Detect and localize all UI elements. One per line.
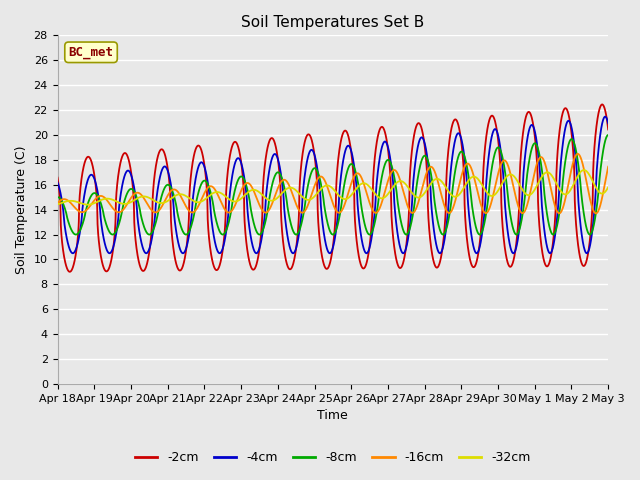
Title: Soil Temperatures Set B: Soil Temperatures Set B (241, 15, 424, 30)
Legend: -2cm, -4cm, -8cm, -16cm, -32cm: -2cm, -4cm, -8cm, -16cm, -32cm (130, 446, 536, 469)
Y-axis label: Soil Temperature (C): Soil Temperature (C) (15, 145, 28, 274)
X-axis label: Time: Time (317, 409, 348, 422)
Text: BC_met: BC_met (68, 46, 113, 59)
